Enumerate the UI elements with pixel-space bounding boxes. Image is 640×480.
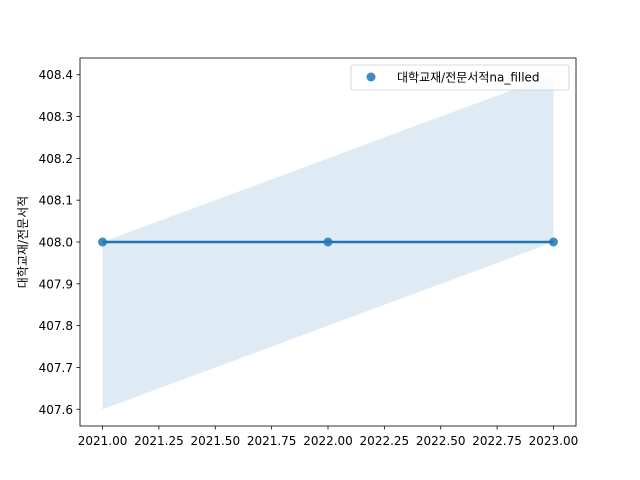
y-tick-label: 407.8 — [39, 319, 73, 333]
y-tick-label: 408.2 — [39, 152, 73, 166]
data-point — [548, 237, 558, 247]
x-tick-label: 2021.75 — [247, 434, 297, 448]
x-tick-label: 2022.25 — [360, 434, 410, 448]
y-axis-ticks: 407.6 407.7 407.8 407.9 408.0 408.1 408.2 408.3… — [39, 68, 80, 417]
y-tick-label: 408.4 — [39, 68, 73, 82]
data-point — [98, 237, 108, 247]
x-axis-ticks: 2021.00 2021.25 2021.50 2021.75 2022.00 2022.… — [78, 426, 579, 448]
x-tick-label: 2023.00 — [529, 434, 579, 448]
x-tick-label: 2022.00 — [303, 434, 353, 448]
x-tick-label: 2022.75 — [472, 434, 522, 448]
x-tick-label: 2021.00 — [78, 434, 128, 448]
x-tick-label: 2021.25 — [134, 434, 184, 448]
legend-label: 대학교재/전문서적na_filled — [397, 71, 540, 85]
y-tick-label: 407.9 — [39, 277, 73, 291]
data-points-layer — [98, 237, 558, 247]
y-tick-label: 407.6 — [39, 403, 73, 417]
y-tick-label: 408.0 — [39, 236, 73, 250]
y-tick-label: 407.7 — [39, 361, 73, 375]
x-tick-label: 2022.50 — [416, 434, 466, 448]
data-point — [323, 237, 333, 247]
y-tick-label: 408.3 — [39, 110, 73, 124]
y-tick-label: 408.1 — [39, 194, 73, 208]
x-tick-label: 2021.50 — [190, 434, 240, 448]
legend-marker — [366, 72, 376, 82]
legend: 대학교재/전문서적na_filled — [350, 64, 570, 91]
y-axis-label: 대학교재/전문서적 — [16, 196, 30, 288]
legend-frame — [350, 64, 570, 91]
